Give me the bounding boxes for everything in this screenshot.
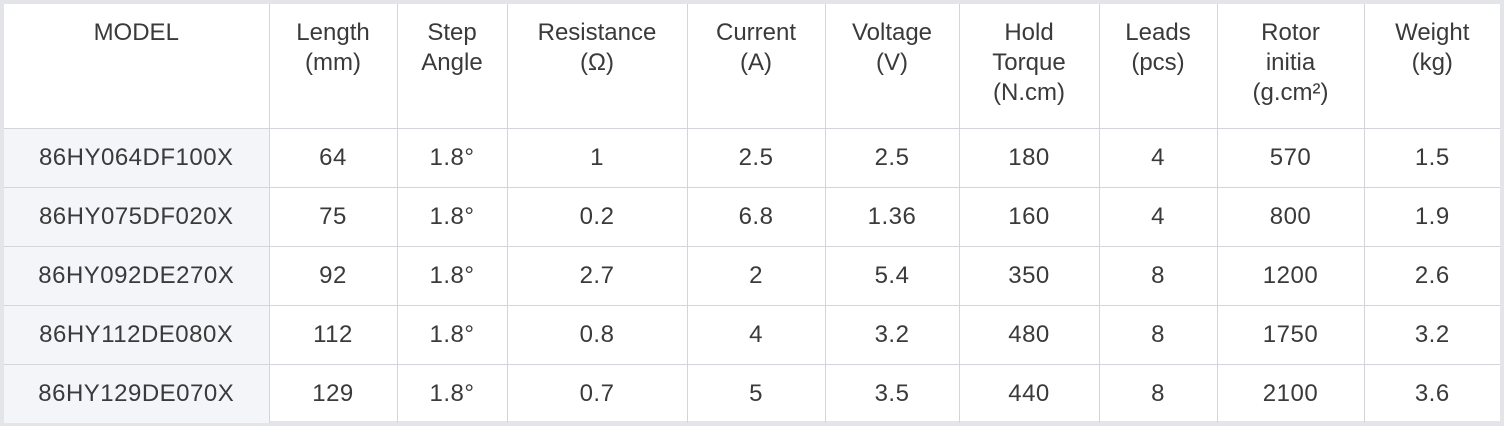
cell-length: 92	[268, 245, 398, 306]
stepper-motor-spec-table: MODEL Length (mm) Step Angle Resistance (Ω)…	[4, 4, 1500, 423]
header-length: Length (mm)	[268, 4, 398, 129]
cell-resistance: 0.2	[506, 186, 688, 247]
cell-rotor-inertia: 1750	[1216, 304, 1365, 365]
cell-current: 2.5	[686, 127, 826, 188]
cell-current: 4	[686, 304, 826, 365]
cell-step-angle: 1.8°	[396, 245, 508, 306]
table-row: 86HY092DE270X 92 1.8° 2.7 2 5.4 350 8 12…	[4, 245, 1500, 306]
cell-length: 112	[268, 304, 398, 365]
cell-model: 86HY064DF100X	[4, 127, 270, 188]
cell-step-angle: 1.8°	[396, 127, 508, 188]
cell-leads: 8	[1098, 245, 1218, 306]
cell-rotor-inertia: 2100	[1216, 363, 1365, 423]
header-current: Current (A)	[686, 4, 826, 129]
cell-hold-torque: 180	[958, 127, 1100, 188]
cell-voltage: 3.5	[824, 363, 960, 423]
table-header-row: MODEL Length (mm) Step Angle Resistance (Ω)…	[4, 4, 1500, 129]
table-row: 86HY064DF100X 64 1.8° 1 2.5 2.5 180 4 57…	[4, 127, 1500, 188]
cell-leads: 4	[1098, 127, 1218, 188]
cell-resistance: 0.8	[506, 304, 688, 365]
cell-voltage: 2.5	[824, 127, 960, 188]
header-model: MODEL	[4, 4, 270, 129]
cell-model: 86HY092DE270X	[4, 245, 270, 306]
cell-weight: 3.2	[1363, 304, 1500, 365]
cell-resistance: 0.7	[506, 363, 688, 423]
cell-step-angle: 1.8°	[396, 304, 508, 365]
cell-length: 129	[268, 363, 398, 423]
table-row: 86HY075DF020X 75 1.8° 0.2 6.8 1.36 160 4…	[4, 186, 1500, 247]
cell-weight: 1.5	[1363, 127, 1500, 188]
header-step-angle: Step Angle	[396, 4, 508, 129]
cell-hold-torque: 440	[958, 363, 1100, 423]
cell-leads: 8	[1098, 304, 1218, 365]
cell-weight: 3.6	[1363, 363, 1500, 423]
header-leads: Leads (pcs)	[1098, 4, 1218, 129]
cell-rotor-inertia: 800	[1216, 186, 1365, 247]
cell-model: 86HY075DF020X	[4, 186, 270, 247]
cell-model: 86HY129DE070X	[4, 363, 270, 423]
cell-current: 6.8	[686, 186, 826, 247]
table-row: 86HY129DE070X 129 1.8° 0.7 5 3.5 440 8 2…	[4, 363, 1500, 423]
cell-rotor-inertia: 570	[1216, 127, 1365, 188]
cell-leads: 8	[1098, 363, 1218, 423]
cell-rotor-inertia: 1200	[1216, 245, 1365, 306]
cell-resistance: 2.7	[506, 245, 688, 306]
cell-weight: 2.6	[1363, 245, 1500, 306]
table-row: 86HY112DE080X 112 1.8° 0.8 4 3.2 480 8 1…	[4, 304, 1500, 365]
header-hold-torque: Hold Torque (N.cm)	[958, 4, 1100, 129]
cell-current: 5	[686, 363, 826, 423]
cell-voltage: 1.36	[824, 186, 960, 247]
cell-current: 2	[686, 245, 826, 306]
cell-leads: 4	[1098, 186, 1218, 247]
cell-resistance: 1	[506, 127, 688, 188]
header-resistance: Resistance (Ω)	[506, 4, 688, 129]
cell-weight: 1.9	[1363, 186, 1500, 247]
cell-step-angle: 1.8°	[396, 363, 508, 423]
cell-voltage: 3.2	[824, 304, 960, 365]
header-rotor-inertia: Rotor initia (g.cm²)	[1216, 4, 1365, 129]
cell-voltage: 5.4	[824, 245, 960, 306]
header-voltage: Voltage (V)	[824, 4, 960, 129]
cell-hold-torque: 480	[958, 304, 1100, 365]
cell-length: 64	[268, 127, 398, 188]
cell-hold-torque: 350	[958, 245, 1100, 306]
header-weight: Weight (kg)	[1363, 4, 1500, 129]
cell-hold-torque: 160	[958, 186, 1100, 247]
cell-step-angle: 1.8°	[396, 186, 508, 247]
cell-model: 86HY112DE080X	[4, 304, 270, 365]
cell-length: 75	[268, 186, 398, 247]
